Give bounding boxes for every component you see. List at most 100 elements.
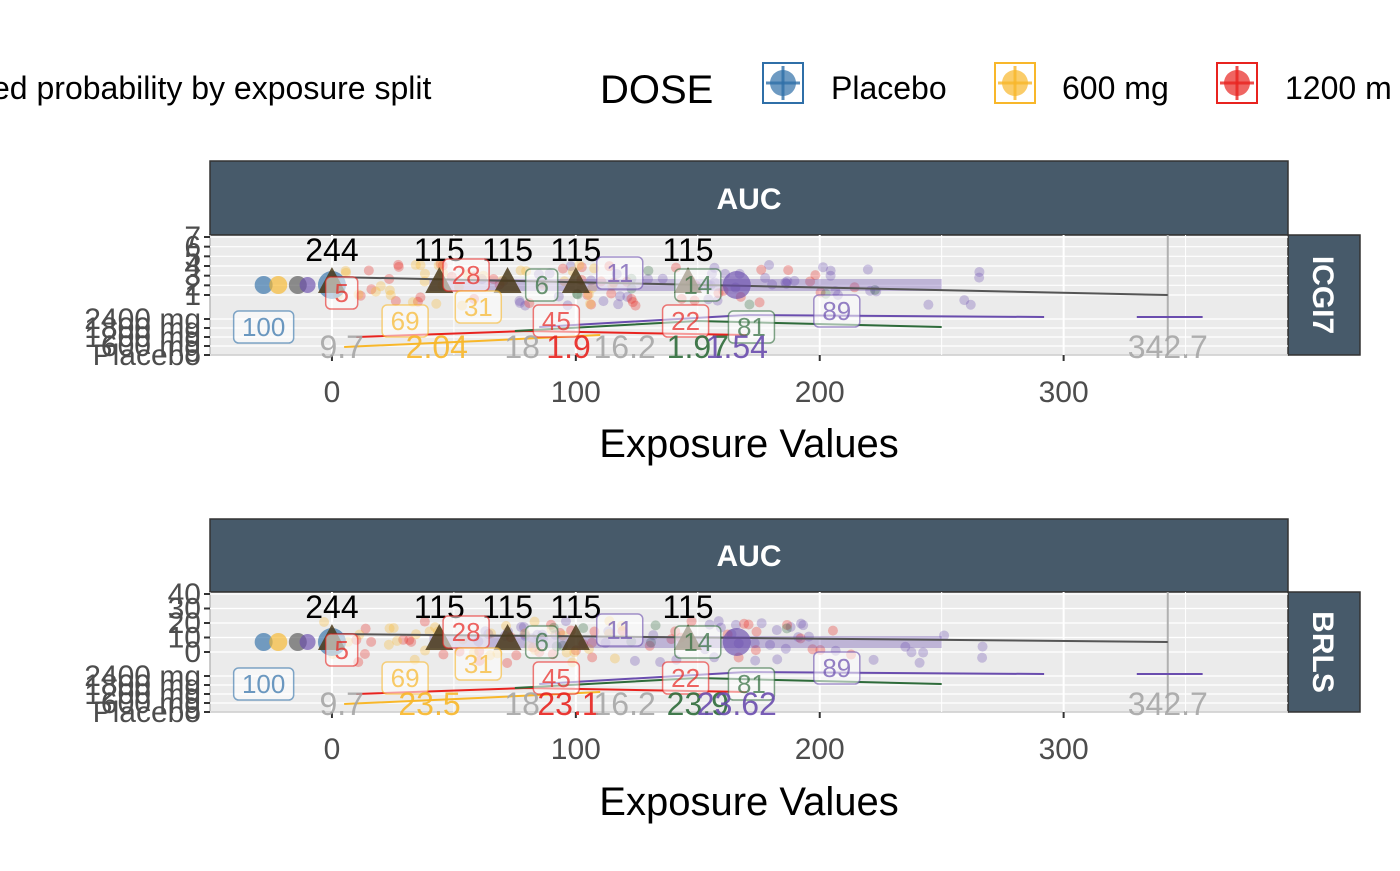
data-point (560, 616, 571, 627)
y-tick-label: 10 (168, 622, 201, 655)
count-label: 115 (663, 589, 714, 625)
data-point (419, 616, 430, 627)
data-point (615, 291, 626, 302)
box-label-frame (324, 633, 359, 667)
box-label-frame (532, 661, 581, 695)
summary-triangle (561, 267, 590, 293)
data-point (744, 299, 755, 310)
bottom-label: 342.7 (1128, 686, 1208, 722)
data-point (393, 261, 404, 272)
y-tick-label: 600 mg (101, 687, 201, 720)
data-point (749, 638, 760, 649)
y-tick-label: 4 (184, 250, 201, 283)
y-tick-label: 1200 mg (84, 678, 201, 711)
data-point (765, 639, 776, 650)
x-tick-label: 100 (551, 733, 601, 766)
data-point (939, 630, 950, 641)
data-point (780, 277, 791, 288)
data-point (613, 299, 624, 310)
data-point (419, 268, 430, 279)
box-label: 45 (542, 663, 571, 693)
box-label: 100 (242, 312, 285, 342)
data-point (645, 637, 656, 648)
data-point (918, 647, 929, 658)
box-label: 69 (391, 306, 420, 336)
x-tick-label: 200 (795, 376, 845, 409)
bottom-label: 18 (504, 329, 540, 365)
x-tick-label: 100 (551, 376, 601, 409)
summary-point (254, 633, 273, 651)
data-point (643, 265, 654, 276)
x-tick-label: 300 (1039, 376, 1089, 409)
data-point (869, 285, 880, 296)
legend: ed probability by exposure split DOSE Pl… (0, 62, 1392, 112)
data-point (923, 299, 934, 310)
data-point (805, 276, 816, 287)
bottom-label: 1.9 (546, 329, 590, 365)
data-point (415, 292, 426, 303)
data-point (751, 626, 762, 637)
data-point (390, 296, 401, 307)
data-point (781, 623, 792, 634)
x-axis-title: Exposure Values (599, 780, 898, 824)
data-point (914, 657, 925, 668)
summary-point (722, 628, 751, 656)
box-label: 14 (683, 627, 712, 657)
data-point (862, 264, 873, 275)
data-point (772, 654, 783, 665)
strip-right (1287, 591, 1361, 713)
data-point (783, 265, 794, 276)
box-label: 22 (671, 306, 700, 336)
data-point (977, 641, 988, 652)
data-point (587, 282, 598, 293)
y-tick-label: 20 (168, 607, 201, 640)
data-point (650, 620, 661, 631)
y-tick-label: 3 (184, 260, 201, 293)
y-tick-label: 2400 mg (84, 303, 201, 336)
box-label-frame (532, 304, 581, 338)
data-point (341, 267, 352, 278)
data-point (586, 299, 597, 310)
x-axis-title: Exposure Values (599, 422, 898, 466)
data-point (974, 266, 985, 277)
count-label: 115 (550, 232, 601, 268)
data-point (529, 616, 540, 627)
data-point (782, 276, 793, 287)
bottom-label: 23.9 (667, 686, 729, 722)
y-tick-label: 600 mg (101, 330, 201, 363)
legend-key-point (1224, 70, 1250, 96)
box-label: 89 (822, 653, 851, 683)
box-label-frame (232, 667, 295, 701)
data-point (574, 260, 585, 271)
data-point (385, 290, 396, 301)
box-label: 31 (464, 649, 493, 679)
summary-point (299, 634, 316, 650)
legend-label-600mg: 600 mg (1062, 70, 1169, 106)
y-tick-label: Placebo (93, 696, 201, 729)
strip-top-label: AUC (717, 183, 782, 216)
summary-triangle (493, 267, 522, 293)
bottom-label: 16.2 (593, 329, 655, 365)
count-label: 115 (663, 232, 714, 268)
y-tick-label: 2 (184, 269, 201, 302)
bottom-label: 18 (504, 686, 540, 722)
summary-point (269, 276, 288, 294)
box-label-frame (324, 276, 359, 310)
data-point (359, 649, 370, 660)
data-point (780, 643, 791, 654)
box-label: 6 (534, 627, 548, 657)
data-point (626, 293, 637, 304)
data-point (622, 291, 633, 302)
summary-point (722, 271, 751, 299)
bottom-label: 342.7 (1128, 329, 1208, 365)
y-tick-label: 1200 mg (84, 321, 201, 354)
x-tick-label: 200 (795, 733, 845, 766)
data-point (511, 650, 522, 661)
y-tick-label: 5 (184, 240, 201, 273)
bottom-label: 23.5 (398, 686, 460, 722)
data-point (565, 261, 576, 272)
summary-triangle (493, 624, 522, 650)
data-point (977, 652, 988, 663)
